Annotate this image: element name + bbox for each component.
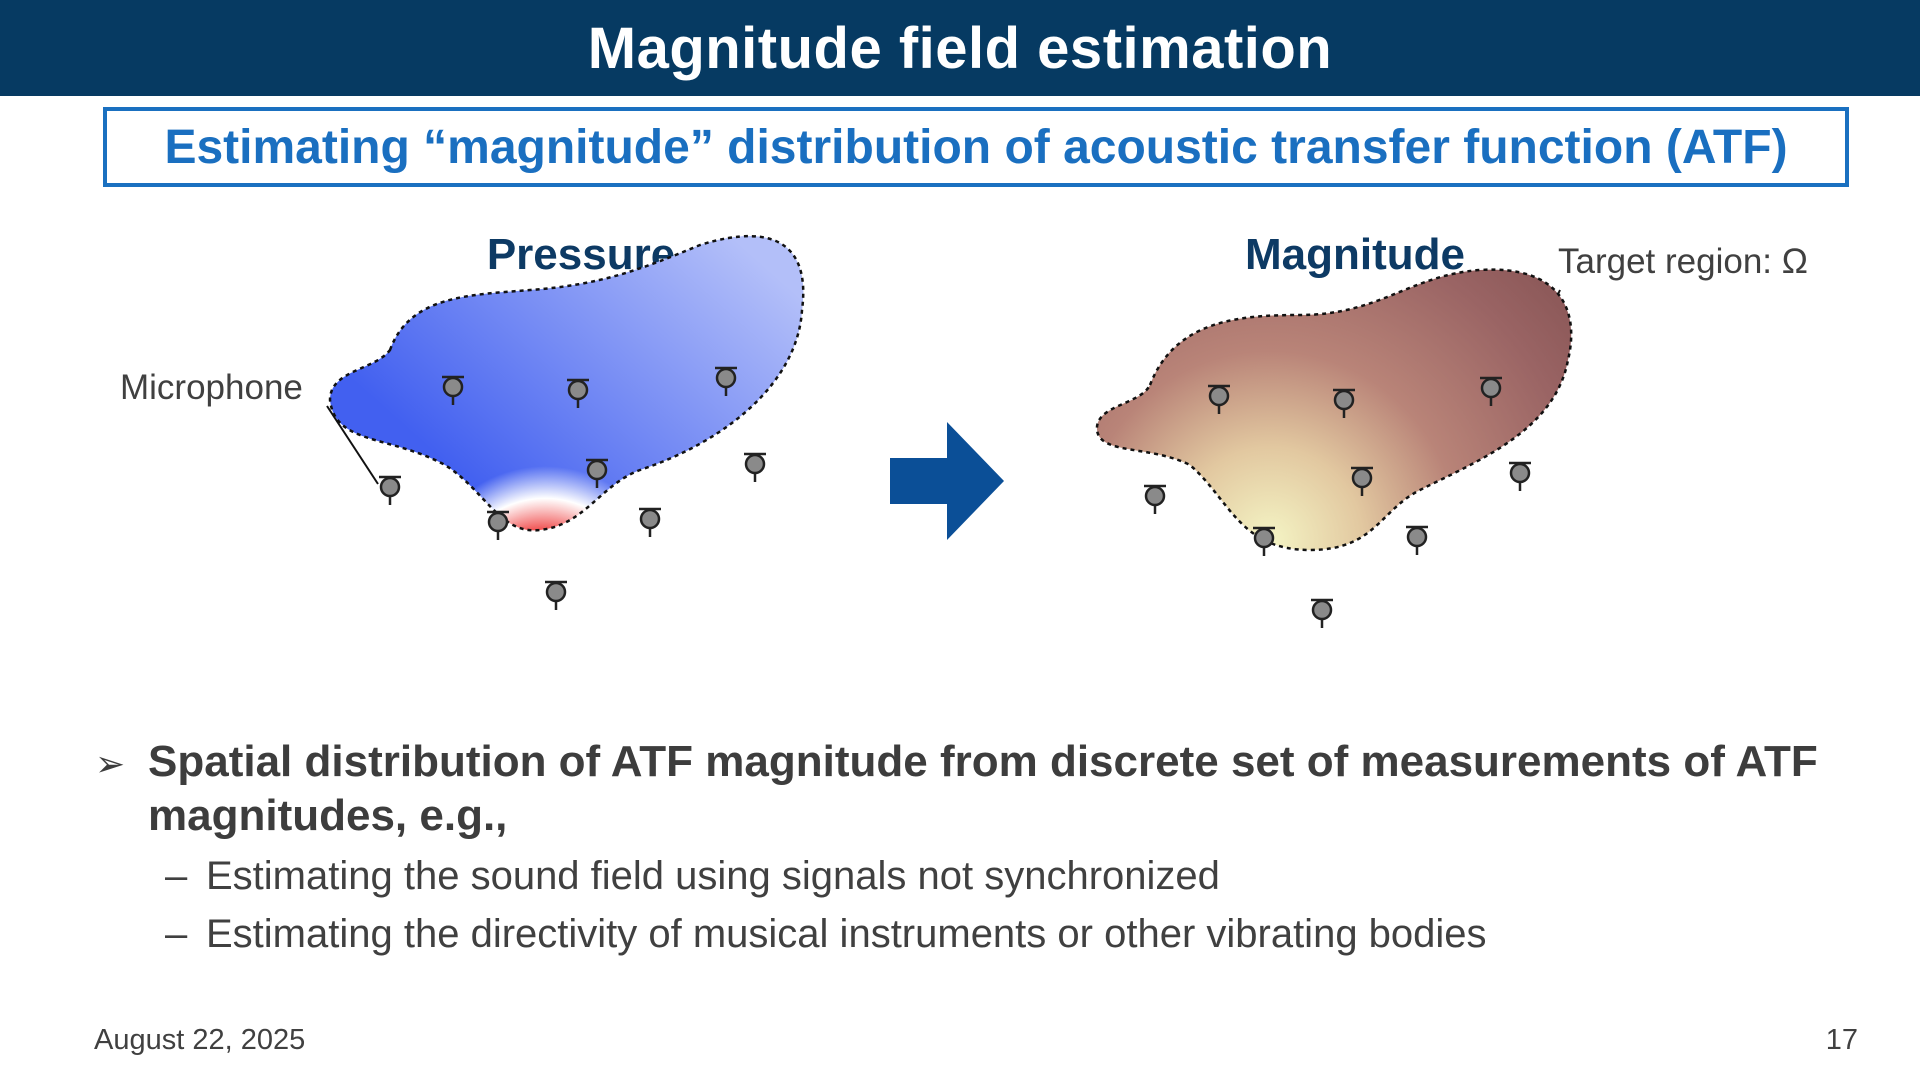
footer-date: August 22, 2025 — [94, 1024, 306, 1056]
page-number: 17 — [1825, 1024, 1858, 1056]
microphone-icon — [1309, 598, 1335, 630]
microphone-icon — [1507, 461, 1533, 493]
subtitle-box: Estimating “magnitude” distribution of a… — [103, 107, 1849, 187]
microphone-icon — [485, 510, 511, 542]
dash-bullet-icon: – — [165, 912, 188, 956]
arrow-bullet-icon: ➢ — [95, 743, 126, 784]
microphone-icon — [543, 580, 569, 612]
slide-subtitle: Estimating “magnitude” distribution of a… — [164, 120, 1788, 174]
microphone-icon — [377, 475, 403, 507]
right-arrow-icon — [890, 422, 1004, 540]
slide-title: Magnitude field estimation — [587, 15, 1333, 81]
microphone-pointer — [326, 405, 379, 485]
sub-bullet-text: Estimating the directivity of musical in… — [206, 912, 1487, 956]
bullet-main: ➢ Spatial distribution of ATF magnitude … — [95, 735, 1855, 843]
microphone-icon — [1251, 526, 1277, 558]
microphone-icon — [1404, 525, 1430, 557]
sub-bullet: – Estimating the directivity of musical … — [165, 905, 1855, 963]
microphone-icon — [742, 452, 768, 484]
sub-bullet-text: Estimating the sound field using signals… — [206, 854, 1220, 898]
microphone-icon — [1142, 484, 1168, 516]
title-bar: Magnitude field estimation — [0, 0, 1920, 96]
sub-bullet: – Estimating the sound field using signa… — [165, 847, 1855, 905]
dash-bullet-icon: – — [165, 854, 188, 898]
microphone-label: Microphone — [120, 368, 303, 407]
microphone-icon — [637, 507, 663, 539]
magnitude-region — [1095, 268, 1573, 552]
magnitude-label: Magnitude — [1245, 230, 1465, 279]
bullet-list: ➢ Spatial distribution of ATF magnitude … — [95, 735, 1855, 963]
bullet-main-text: Spatial distribution of ATF magnitude fr… — [148, 737, 1818, 840]
target-region-label: Target region: Ω — [1558, 242, 1808, 281]
diagram: Pressure Magnitude Microphone Target reg… — [120, 230, 1808, 630]
